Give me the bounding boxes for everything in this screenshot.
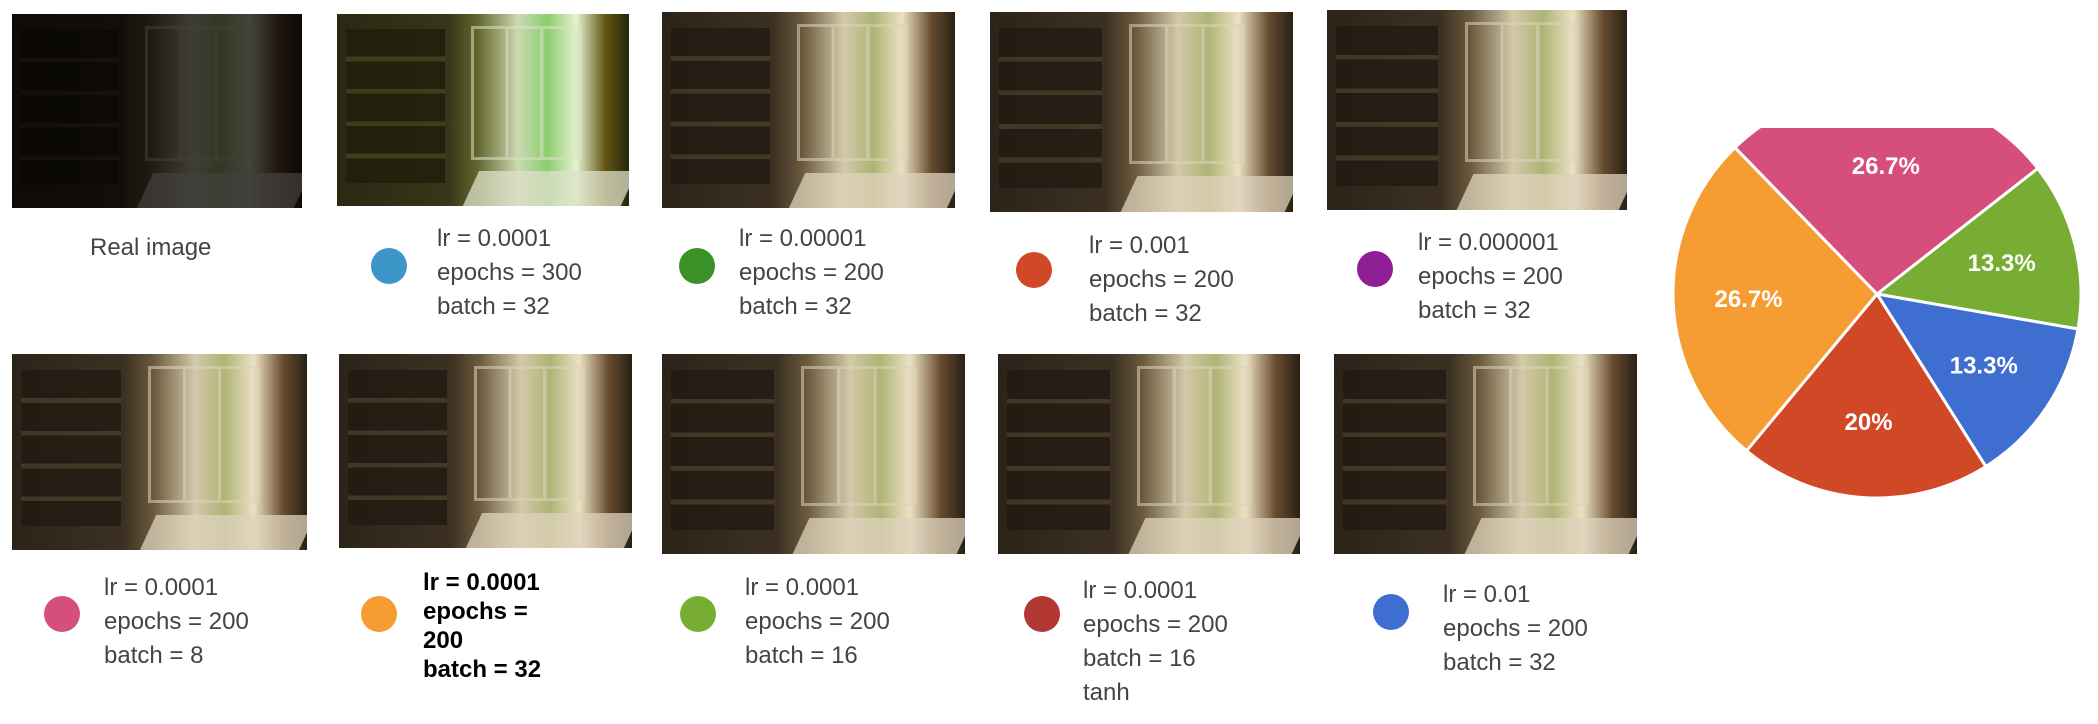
pie-label-4: 26.7% — [1715, 286, 1783, 313]
result-image-9 — [1334, 354, 1637, 554]
caption-8-line-4: tanh — [1083, 679, 1130, 706]
real-image-photo — [12, 14, 302, 208]
caption-9-line-3: batch = 32 — [1443, 649, 1556, 676]
pie-label-3: 20% — [1845, 409, 1893, 436]
caption-3-line-1: lr = 0.001 — [1089, 232, 1190, 259]
caption-3-line-2: epochs = 200 — [1089, 266, 1234, 293]
result-image-6 — [339, 354, 632, 548]
caption-7: lr = 0.0001 epochs = 200 batch = 16 — [745, 571, 890, 673]
caption-6-line-3: 200 — [423, 627, 464, 654]
caption-6-line-2: epochs = — [423, 598, 528, 625]
result-image-2 — [662, 12, 955, 208]
result-image-5 — [12, 354, 307, 550]
result-image-3 — [990, 12, 1293, 212]
color-dot-5 — [44, 596, 80, 632]
result-image-8 — [998, 354, 1300, 554]
caption-3-line-3: batch = 32 — [1089, 300, 1202, 327]
caption-6-line-4: batch = 32 — [423, 656, 542, 683]
caption-9-line-2: epochs = 200 — [1443, 615, 1588, 642]
caption-4: lr = 0.000001 epochs = 200 batch = 32 — [1418, 226, 1563, 328]
caption-7-line-1: lr = 0.0001 — [745, 574, 860, 601]
caption-2-line-1: lr = 0.00001 — [739, 225, 867, 252]
real-image-label: Real image — [90, 234, 212, 261]
caption-2-line-2: epochs = 200 — [739, 259, 884, 286]
pie-label-2: 13.3% — [1950, 353, 2018, 380]
caption-5-line-2: epochs = 200 — [104, 608, 249, 635]
caption-1-line-1: lr = 0.0001 — [437, 225, 552, 252]
pie-slice-5 — [1732, 128, 2040, 297]
caption-2: lr = 0.00001 epochs = 200 batch = 32 — [739, 222, 884, 324]
pie-slice-1 — [1873, 166, 2082, 331]
caption-2-line-3: batch = 32 — [739, 293, 852, 320]
caption-7-line-2: epochs = 200 — [745, 608, 890, 635]
color-dot-8 — [1024, 596, 1060, 632]
caption-8-line-1: lr = 0.0001 — [1083, 577, 1198, 604]
color-dot-1 — [371, 248, 407, 284]
caption-6: lr = 0.0001 epochs = 200 batch = 32 — [423, 568, 541, 684]
color-dot-2 — [679, 248, 715, 284]
color-dot-6 — [361, 596, 397, 632]
caption-8: lr = 0.0001 epochs = 200 batch = 16 tanh — [1083, 574, 1228, 710]
caption-9-line-1: lr = 0.01 — [1443, 581, 1531, 608]
caption-5-line-3: batch = 8 — [104, 642, 204, 669]
caption-4-line-1: lr = 0.000001 — [1418, 229, 1559, 256]
caption-4-line-3: batch = 32 — [1418, 297, 1531, 324]
caption-5-line-1: lr = 0.0001 — [104, 574, 219, 601]
color-dot-7 — [680, 596, 716, 632]
caption-8-line-3: batch = 16 — [1083, 645, 1196, 672]
caption-1: lr = 0.0001 epochs = 300 batch = 32 — [437, 222, 582, 324]
color-dot-3 — [1016, 252, 1052, 288]
caption-6-line-1: lr = 0.0001 — [423, 569, 540, 596]
result-image-1 — [337, 14, 629, 206]
caption-8-line-2: epochs = 200 — [1083, 611, 1228, 638]
caption-1-line-3: batch = 32 — [437, 293, 550, 320]
caption-5: lr = 0.0001 epochs = 200 batch = 8 — [104, 571, 249, 673]
color-dot-4 — [1357, 251, 1393, 287]
caption-9: lr = 0.01 epochs = 200 batch = 32 — [1443, 578, 1588, 680]
pie-label-5: 26.7% — [1852, 153, 1920, 180]
result-image-4 — [1327, 10, 1627, 210]
caption-3: lr = 0.001 epochs = 200 batch = 32 — [1089, 229, 1234, 331]
pie-slice-2 — [1873, 291, 2080, 469]
result-image-7 — [662, 354, 965, 554]
color-dot-9 — [1373, 594, 1409, 630]
caption-4-line-2: epochs = 200 — [1418, 263, 1563, 290]
caption-7-line-3: batch = 16 — [745, 642, 858, 669]
pie-slice-4 — [1672, 145, 1880, 453]
pie-slice-3 — [1744, 291, 1988, 500]
caption-1-line-2: epochs = 300 — [437, 259, 582, 286]
pie-chart: 13.3% 13.3% 20% 26.7% 26.7% — [1672, 128, 2082, 500]
pie-label-1: 13.3% — [1968, 250, 2036, 277]
